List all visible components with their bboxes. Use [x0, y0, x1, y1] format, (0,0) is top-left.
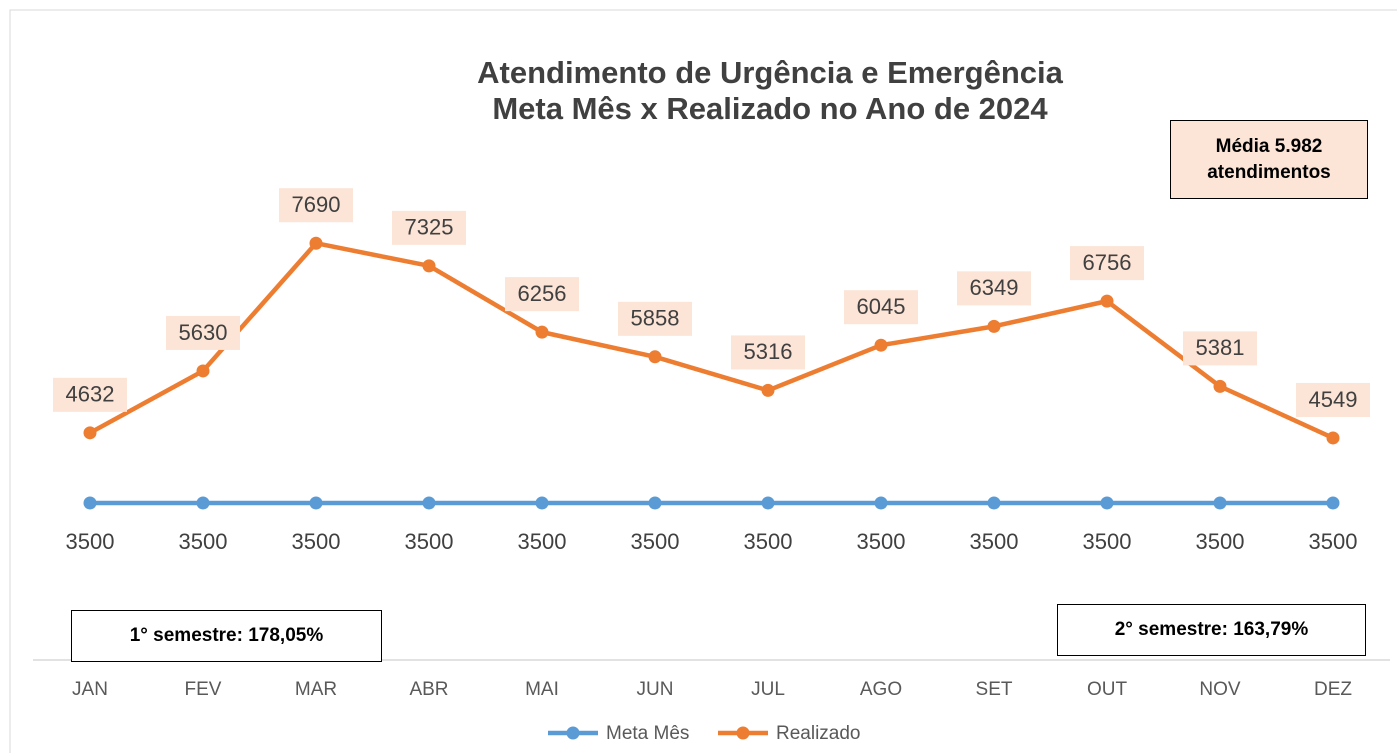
semester-note: 2° semestre: 163,79%	[1057, 604, 1366, 656]
x-tick-label: MAI	[525, 679, 559, 700]
data-label: 3500	[1196, 529, 1245, 554]
data-label: 3500	[970, 529, 1019, 554]
data-label: 3500	[631, 529, 680, 554]
legend-marker	[566, 726, 580, 740]
x-tick-label: SET	[976, 679, 1013, 700]
marker	[648, 350, 662, 364]
data-label: 6756	[1083, 250, 1132, 275]
data-label: 3500	[1309, 529, 1358, 554]
data-label: 4632	[66, 382, 115, 407]
data-label-bg	[53, 377, 127, 412]
marker	[987, 496, 1001, 510]
legend-marker	[736, 726, 750, 740]
marker	[1100, 496, 1114, 510]
marker	[309, 496, 323, 510]
x-tick-label: ABR	[409, 679, 448, 700]
x-tick-label: AGO	[860, 679, 902, 700]
data-label-bg	[279, 188, 353, 223]
x-tick-label: OUT	[1087, 679, 1128, 700]
data-label-bg	[505, 277, 579, 312]
data-label-bg	[166, 315, 240, 350]
marker	[422, 259, 436, 273]
legend-label: Realizado	[776, 723, 861, 744]
data-label: 6045	[857, 294, 906, 319]
data-label: 6349	[970, 275, 1019, 300]
marker	[1100, 294, 1114, 308]
data-label-bg	[618, 301, 692, 336]
marker	[874, 338, 888, 352]
marker	[1213, 496, 1227, 510]
x-tick-label: FEV	[185, 679, 222, 700]
data-label-bg	[1070, 246, 1144, 281]
data-label: 5316	[744, 339, 793, 364]
marker	[761, 496, 775, 510]
data-label-bg	[731, 335, 805, 370]
data-label: 3500	[292, 529, 341, 554]
legend-label: Meta Mês	[606, 723, 689, 744]
series-line	[88, 240, 1334, 441]
marker	[196, 364, 210, 378]
chart-subtitle: Meta Mês x Realizado no Ano de 2024	[492, 91, 1048, 126]
x-tick-label: JUL	[751, 679, 785, 700]
data-label: 3500	[179, 529, 228, 554]
data-label: 7325	[405, 215, 454, 240]
data-label: 4549	[1309, 387, 1358, 412]
data-label-bg	[1183, 331, 1257, 366]
marker	[309, 236, 323, 250]
average-note: Média 5.982 atendimentos	[1170, 120, 1368, 199]
data-label: 7690	[292, 192, 341, 217]
data-label: 5381	[1196, 335, 1245, 360]
marker	[196, 496, 210, 510]
x-tick-label: JUN	[637, 679, 674, 700]
data-label: 3500	[405, 529, 454, 554]
x-tick-label: DEZ	[1314, 679, 1352, 700]
data-label: 3500	[518, 529, 567, 554]
data-label-bg	[1296, 382, 1370, 417]
data-label: 6256	[518, 281, 567, 306]
marker	[83, 426, 97, 440]
marker	[535, 325, 549, 339]
marker	[1326, 496, 1340, 510]
chart-border	[9, 9, 1397, 753]
semester-note: 1° semestre: 178,05%	[71, 610, 382, 662]
marker	[987, 319, 1001, 333]
data-label-bg	[844, 290, 918, 325]
x-tick-label: MAR	[295, 679, 337, 700]
marker	[535, 496, 549, 510]
data-label: 5858	[631, 306, 680, 331]
x-tick-label: NOV	[1199, 679, 1241, 700]
marker	[1213, 379, 1227, 393]
marker	[422, 496, 436, 510]
x-tick-label: JAN	[72, 679, 108, 700]
data-label: 3500	[1083, 529, 1132, 554]
data-label-bg	[957, 271, 1031, 306]
marker	[648, 496, 662, 510]
data-label: 3500	[66, 529, 115, 554]
marker	[1326, 431, 1340, 445]
marker	[761, 383, 775, 397]
marker	[83, 496, 97, 510]
data-label: 5630	[179, 320, 228, 345]
chart-title: Atendimento de Urgência e Emergência	[477, 55, 1063, 90]
data-label: 3500	[744, 529, 793, 554]
data-label-bg	[392, 210, 466, 245]
marker	[874, 496, 888, 510]
data-label: 3500	[857, 529, 906, 554]
